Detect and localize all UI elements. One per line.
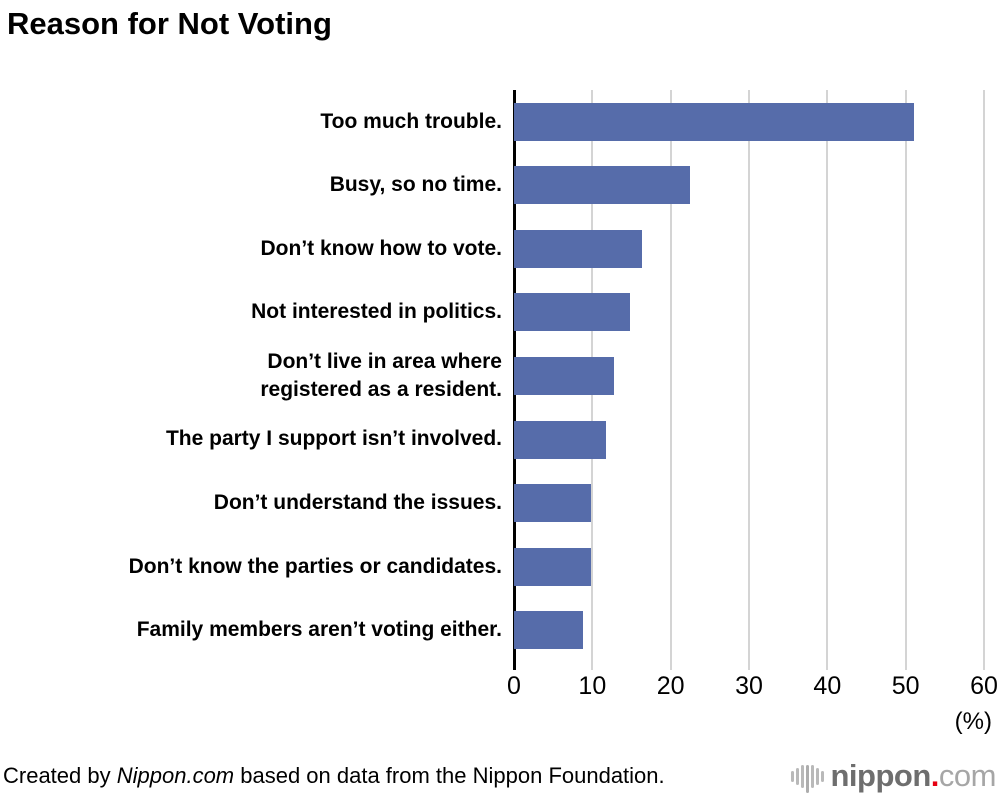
chart-row: Not interested in politics. <box>0 281 1000 345</box>
gridline <box>983 90 985 662</box>
soundwave-icon <box>790 758 824 794</box>
nippon-logo: nippon.com <box>790 758 997 794</box>
chart-row: Don’t understand the issues. <box>0 471 1000 535</box>
chart-row: Don’t live in area where registered as a… <box>0 344 1000 408</box>
x-tick-label: 20 <box>656 672 685 700</box>
tick-mark <box>591 662 594 670</box>
logo-dot: . <box>930 758 940 793</box>
tick-mark <box>748 662 750 670</box>
chart-row: The party I support isn’t involved. <box>0 408 1000 472</box>
tick-mark <box>904 662 907 670</box>
category-label: Don’t know the parties or candidates. <box>128 554 502 578</box>
footer: Created by Nippon.com based on data from… <box>3 756 997 796</box>
gridline <box>748 90 750 662</box>
category-label: Don’t live in area where registered as a… <box>260 349 502 402</box>
bar <box>514 102 915 141</box>
chart-row: Busy, so no time. <box>0 154 1000 218</box>
category-label: The party I support isn’t involved. <box>165 427 502 451</box>
category-label: Not interested in politics. <box>251 300 502 324</box>
x-tick-label: 40 <box>813 672 842 700</box>
chart-title: Reason for Not Voting <box>7 6 332 41</box>
category-label: Busy, so no time. <box>329 173 502 197</box>
bar <box>514 547 591 586</box>
chart-row: Too much trouble. <box>0 90 1000 154</box>
credit-prefix: Created by <box>3 763 117 788</box>
logo-nippon: nippon <box>830 758 932 793</box>
percent-unit-label: (%) <box>954 708 992 735</box>
bar <box>514 166 691 205</box>
bar <box>514 420 607 459</box>
gridline <box>904 90 907 662</box>
x-tick-label: 30 <box>735 672 763 700</box>
logo-com: com <box>938 758 997 793</box>
chart-row: Don’t know the parties or candidates. <box>0 535 1000 599</box>
x-tick-label: 60 <box>970 672 998 700</box>
bar <box>514 611 583 650</box>
logo-wordmark: nippon.com <box>831 758 997 794</box>
chart-row: Don’t know how to vote. <box>0 217 1000 281</box>
bar <box>514 357 615 396</box>
tick-mark <box>983 662 985 670</box>
x-tick-label: 0 <box>507 672 521 700</box>
tick-mark <box>669 662 672 670</box>
credit-source: Nippon.com <box>116 763 235 788</box>
category-label: Family members aren’t voting either. <box>136 618 502 642</box>
credit-text: Created by Nippon.com based on data from… <box>3 763 665 789</box>
x-tick-label: 50 <box>891 672 920 700</box>
bar-rows: Too much trouble. Busy, so no time. Don’t … <box>0 90 1000 662</box>
credit-suffix: based on data from the Nippon Foundation… <box>234 763 665 788</box>
category-label: Don’t know how to vote. <box>260 236 502 260</box>
tick-mark <box>826 662 829 670</box>
category-label: Don’t understand the issues. <box>213 490 502 514</box>
bar <box>514 229 642 268</box>
gridline <box>669 90 672 662</box>
x-tick-label: 10 <box>578 672 607 700</box>
chart-row: Family members aren’t voting either. <box>0 599 1000 663</box>
bar <box>514 293 630 332</box>
category-label: Too much trouble. <box>320 109 502 133</box>
gridline <box>826 90 829 662</box>
bar <box>514 484 591 523</box>
